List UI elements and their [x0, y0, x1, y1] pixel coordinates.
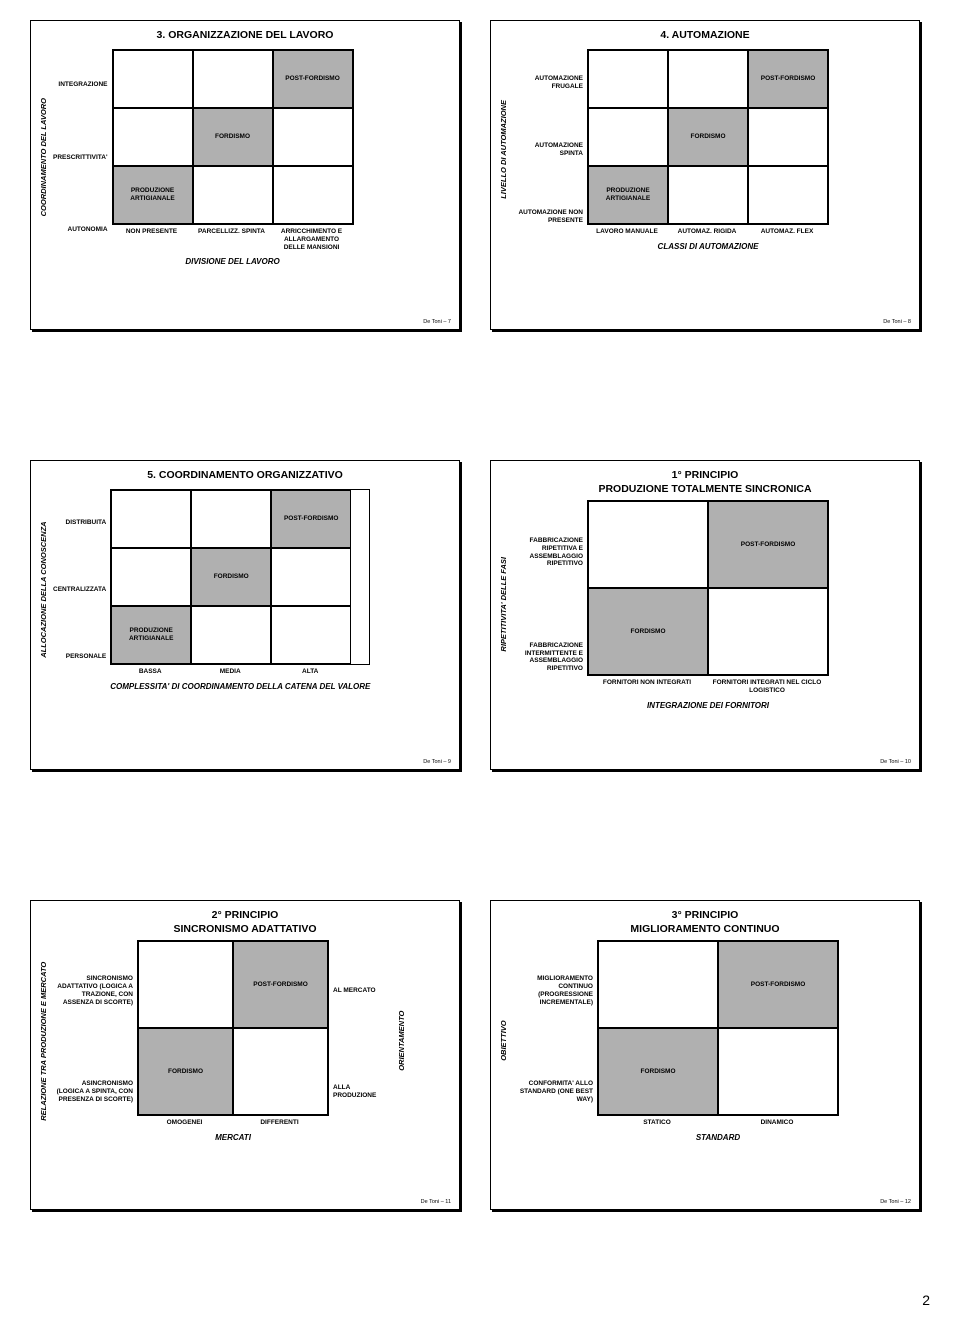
panel-8: 4. AUTOMAZIONE LIVELLO DI AUTOMAZIONE AU… [490, 20, 920, 330]
cell-artigianale: PRODUZIONE ARTIGIANALE [588, 166, 668, 224]
cell-artigianale: PRODUZIONE ARTIGIANALE [111, 606, 191, 664]
matrix: POST-FORDISMO FORDISMO PRODUZIONE ARTIGI… [587, 49, 829, 225]
x-cat: PARCELLIZZ. SPINTA [192, 225, 272, 251]
panel-10-title1: 1° PRINCIPIO [499, 469, 911, 483]
y-cat: DISTRIBUITA [53, 494, 106, 552]
panel-8-x-axis: CLASSI DI AUTOMAZIONE [587, 242, 829, 251]
footer: De Toni – 8 [883, 319, 911, 325]
footer: De Toni – 10 [880, 759, 911, 765]
x-cat: ALTA [270, 665, 350, 676]
panel-11-y-axis: RELAZIONE TRA PRODUZIONE E MERCATO [39, 940, 53, 1142]
footer: De Toni – 11 [421, 1199, 451, 1205]
x-cat: LAVORO MANUALE [587, 225, 667, 236]
panel-9-x-axis: COMPLESSITA' DI COORDINAMENTO DELLA CATE… [110, 682, 370, 691]
x-cat: ARRICCHIMENTO E ALLARGAMENTO DELLE MANSI… [272, 225, 352, 251]
panel-11: 2° PRINCIPIO SINCRONISMO ADATTATIVO RELA… [30, 900, 460, 1210]
x-cat: AUTOMAZ. RIGIDA [667, 225, 747, 236]
y-cat: AUTOMAZIONE NON PRESENTE [513, 188, 583, 246]
y-cat: AUTOMAZIONE FRUGALE [513, 54, 583, 112]
panel-8-title: 4. AUTOMAZIONE [499, 29, 911, 41]
panel-12-title1: 3° PRINCIPIO [499, 909, 911, 923]
cell-fordismo: FORDISMO [598, 1028, 718, 1115]
cell-post-fordismo: POST-FORDISMO [271, 490, 351, 548]
panel-12-x-axis: STANDARD [597, 1133, 839, 1142]
right-cat: ALLA PRODUZIONE [333, 1048, 393, 1135]
right-cat: AL MERCATO [333, 947, 393, 1034]
panel-10: 1° PRINCIPIO PRODUZIONE TOTALMENTE SINCR… [490, 460, 920, 770]
panel-10-title2: PRODUZIONE TOTALMENTE SINCRONICA [499, 483, 911, 497]
y-cat: ASINCRONISMO (LOGICA A SPINTA, CON PRESE… [53, 1048, 133, 1135]
cell-fordismo: FORDISMO [588, 588, 708, 675]
y-cat: FABBRICAZIONE INTERMITTENTE E ASSEMBLAGG… [513, 614, 583, 701]
panel-7-y-axis: COORDINAMENTO DEL LAVORO [39, 49, 53, 266]
y-cat: CONFORMITA' ALLO STANDARD (ONE BEST WAY) [513, 1048, 593, 1135]
y-cat: AUTOMAZIONE SPINTA [513, 121, 583, 179]
footer: De Toni – 12 [880, 1199, 911, 1205]
panel-10-y-axis: RIPETITIVITA' DELLE FASI [499, 500, 513, 710]
footer: De Toni – 7 [423, 319, 451, 325]
matrix: POST-FORDISMO FORDISMO [137, 940, 329, 1116]
panel-10-x-axis: INTEGRAZIONE DEI FORNITORI [587, 701, 829, 710]
cell-fordismo: FORDISMO [193, 108, 273, 166]
x-cat: FORNITORI NON INTEGRATI [587, 676, 707, 695]
y-cat: SINCRONISMO ADATTATIVO (LOGICA A TRAZION… [53, 947, 133, 1034]
x-cat: AUTOMAZ. FLEX [747, 225, 827, 236]
panel-7-title: 3. ORGANIZZAZIONE DEL LAVORO [39, 29, 451, 41]
matrix: POST-FORDISMO FORDISMO PRODUZIONE ARTIGI… [110, 489, 370, 665]
row-1: 3. ORGANIZZAZIONE DEL LAVORO COORDINAMEN… [30, 20, 930, 330]
cell-fordismo: FORDISMO [138, 1028, 233, 1115]
panel-12-y-axis: OBIETTIVO [499, 940, 513, 1142]
y-cat: PERSONALE [53, 628, 106, 686]
x-cat: NON PRESENTE [112, 225, 192, 251]
panel-11-title2: SINCRONISMO ADATTATIVO [39, 923, 451, 937]
panel-12: 3° PRINCIPIO MIGLIORAMENTO CONTINUO OBIE… [490, 900, 920, 1210]
panel-9: 5. COORDINAMENTO ORGANIZZATIVO ALLOCAZIO… [30, 460, 460, 770]
y-cat: AUTONOMIA [53, 201, 108, 259]
panel-9-title: 5. COORDINAMENTO ORGANIZZATIVO [39, 469, 451, 481]
x-cat: MEDIA [190, 665, 270, 676]
x-cat: DIFFERENTI [232, 1116, 327, 1127]
cell-post-fordismo: POST-FORDISMO [718, 941, 838, 1028]
cell-artigianale: PRODUZIONE ARTIGIANALE [113, 166, 193, 224]
y-cat: FABBRICAZIONE RIPETITIVA E ASSEMBLAGGIO … [513, 509, 583, 596]
y-cat: INTEGRAZIONE [53, 56, 108, 114]
panel-7-x-axis: DIVISIONE DEL LAVORO [112, 257, 354, 266]
x-cat: STATICO [597, 1116, 717, 1127]
x-cat: BASSA [110, 665, 190, 676]
y-cat: MIGLIORAMENTO CONTINUO (PROGRESSIONE INC… [513, 947, 593, 1034]
cell-fordismo: FORDISMO [191, 548, 271, 606]
page-number: 2 [922, 1292, 930, 1308]
cell-post-fordismo: POST-FORDISMO [233, 941, 328, 1028]
y-cat: PRESCRITTIVITA' [53, 129, 108, 187]
x-cat: DINAMICO [717, 1116, 837, 1127]
footer: De Toni – 9 [423, 759, 451, 765]
x-cat: FORNITORI INTEGRATI NEL CICLO LOGISTICO [707, 676, 827, 695]
panel-12-title2: MIGLIORAMENTO CONTINUO [499, 923, 911, 937]
panel-7: 3. ORGANIZZAZIONE DEL LAVORO COORDINAMEN… [30, 20, 460, 330]
y-cat: CENTRALIZZATA [53, 561, 106, 619]
row-2: 5. COORDINAMENTO ORGANIZZATIVO ALLOCAZIO… [30, 460, 930, 770]
matrix: POST-FORDISMO FORDISMO PRODUZIONE ARTIGI… [112, 49, 354, 225]
panel-9-y-axis: ALLOCAZIONE DELLA CONOSCENZA [39, 489, 53, 691]
panel-11-title1: 2° PRINCIPIO [39, 909, 451, 923]
panel-11-x-axis: MERCATI [137, 1133, 329, 1142]
row-3: 2° PRINCIPIO SINCRONISMO ADATTATIVO RELA… [30, 900, 930, 1210]
panel-8-y-axis: LIVELLO DI AUTOMAZIONE [499, 49, 513, 251]
page: 3. ORGANIZZAZIONE DEL LAVORO COORDINAMEN… [0, 0, 960, 1320]
matrix: POST-FORDISMO FORDISMO [597, 940, 839, 1116]
x-cat: OMOGENEI [137, 1116, 232, 1127]
cell-post-fordismo: POST-FORDISMO [748, 50, 828, 108]
cell-fordismo: FORDISMO [668, 108, 748, 166]
panel-11-right-axis: ORIENTAMENTO [397, 940, 411, 1142]
matrix: POST-FORDISMO FORDISMO [587, 500, 829, 676]
cell-post-fordismo: POST-FORDISMO [708, 501, 828, 588]
cell-post-fordismo: POST-FORDISMO [273, 50, 353, 108]
